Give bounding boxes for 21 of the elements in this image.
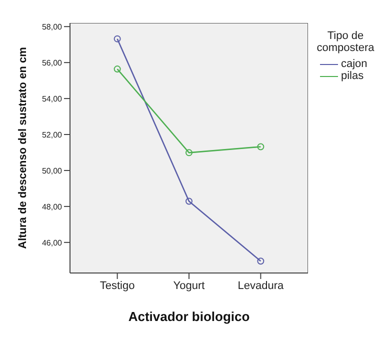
x-tick-label: Yogurt xyxy=(173,280,205,292)
point xyxy=(257,258,264,265)
y-tick-label: 54,00 xyxy=(42,94,63,104)
y-tick-label: 58,00 xyxy=(42,22,63,32)
y-tick-label: 46,00 xyxy=(42,238,63,248)
legend-title: Tipo de compostera xyxy=(316,30,376,54)
x-tick-label: Testigo xyxy=(100,280,135,292)
y-tick-label: 50,00 xyxy=(42,166,63,176)
legend-label: pilas xyxy=(341,70,364,82)
y-axis-title: Altura de descenso del sustrato en cm xyxy=(16,46,29,249)
y-tick-label: 48,00 xyxy=(42,202,63,212)
x-axis-title: Activador biologico xyxy=(128,309,250,324)
x-tick-label: Levadura xyxy=(238,280,284,292)
legend-label: cajon xyxy=(341,58,368,70)
point xyxy=(114,35,121,42)
y-tick-label: 52,00 xyxy=(42,130,63,140)
point xyxy=(186,149,192,156)
y-tick-label: 56,00 xyxy=(42,58,63,68)
point xyxy=(114,66,121,73)
point xyxy=(257,143,264,150)
point xyxy=(186,198,192,205)
